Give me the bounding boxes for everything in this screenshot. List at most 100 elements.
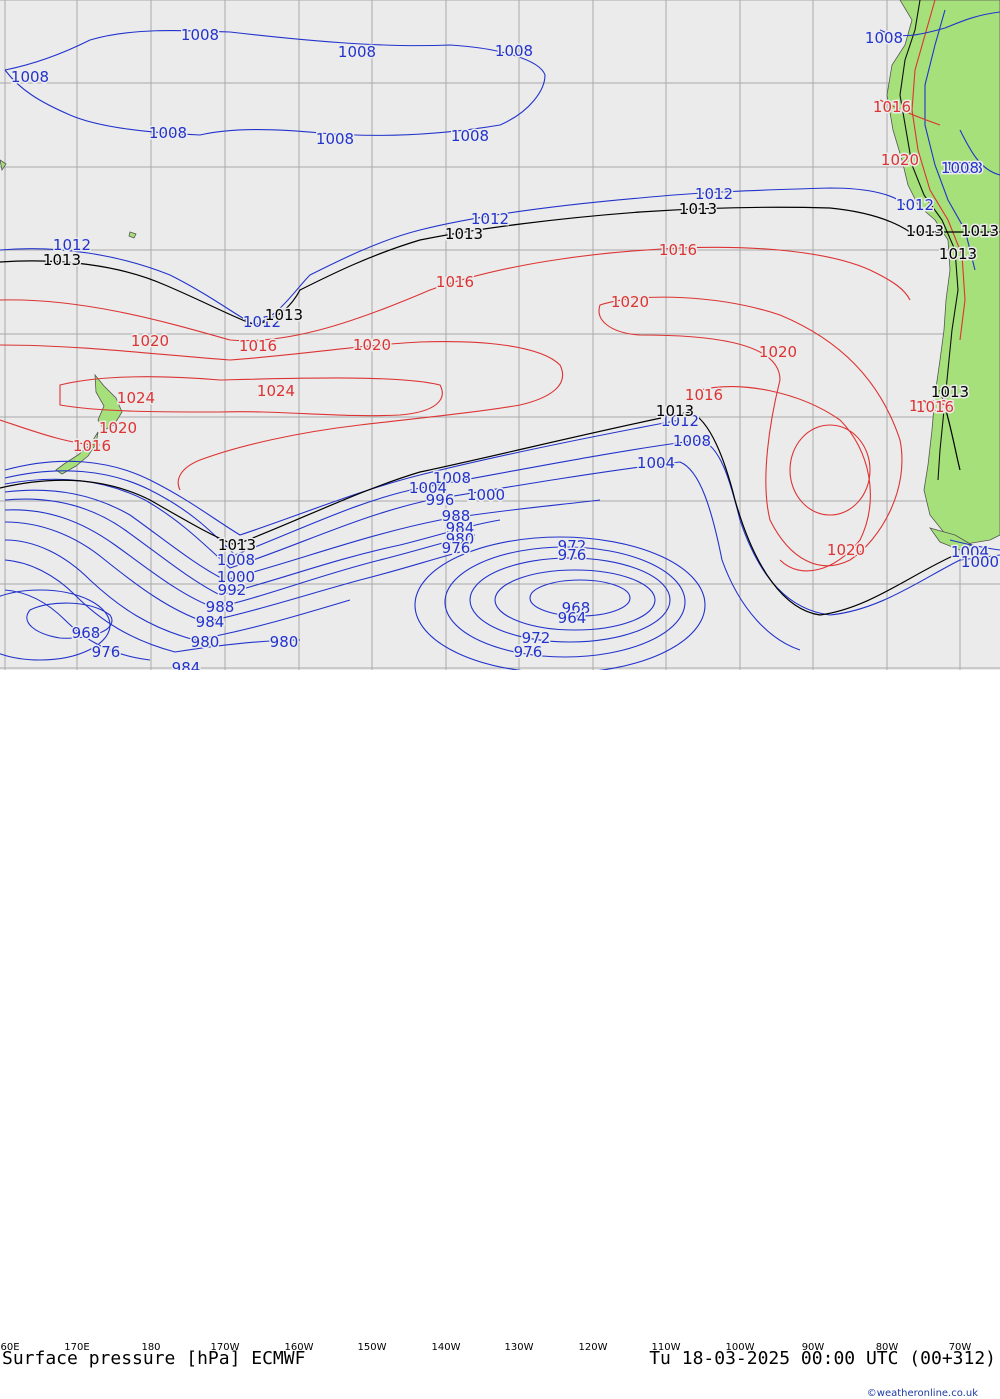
isobar-label-blue: 968 [562,599,591,617]
isobar-984 [4,539,351,641]
isobar-976-low-2 [414,536,706,670]
isobar-label-black: 1013 [445,225,483,243]
isobar-label-blue: 1008 [451,127,489,145]
isobar-label-blue: 1008 [338,43,376,61]
isobar-988 [4,521,461,623]
isobar-label-blue: 980 [191,633,220,651]
isobar-label-red: 1020 [827,541,865,559]
isobar-label-blue: 984 [446,519,475,537]
isobar-1016-main [0,246,911,342]
isobar-976 [4,589,151,661]
isobar-1013-coast [939,389,961,471]
new-zealand-south-island [55,431,99,475]
lon-tick-label: 120W [578,1342,608,1353]
isobar-label-blue: 976 [558,546,587,564]
isobar-992 [4,509,476,609]
high-pressure-isobars [0,99,941,572]
isobar-1016-sw [0,419,101,446]
isobar-960-low [529,579,631,617]
isobar-label-blue: 988 [442,507,471,525]
isobar-1024-high [789,424,871,516]
isobar-label-black: 1013 [931,383,969,401]
isobar-label-blue: 980 [270,633,299,651]
isobar-label-blue: 1008 [673,432,711,450]
isobar-label-blue: 996 [426,491,455,509]
isobar-label-blue: 968 [72,624,101,642]
isobar-972-low [0,589,111,661]
isobar-1020-east [598,296,903,567]
isobar-label-blue: 988 [206,598,235,616]
isobar-label-blue: 1008 [149,124,187,142]
island-2 [0,159,7,172]
isobar-label-black: 1013 [265,306,303,324]
isobar-label-blue: 1008 [495,42,533,60]
new-zealand-north-island [94,373,123,431]
isobar-label-blue: 992 [218,581,247,599]
reference-isobars [0,206,1000,616]
isobar-label-blue: 1012 [661,412,699,430]
isobar-label-blue: 1012 [471,210,509,228]
south-america-coast [886,0,1000,546]
isobar-label-red: 1024 [257,382,295,400]
isobar-label-red: 1016 [436,273,474,291]
isobar-label-blue: 1012 [695,185,733,203]
isobar-label-blue: 984 [196,613,225,631]
isobar-980 [4,559,301,653]
isobar-label-blue: 1012 [896,196,934,214]
isobar-1004 [4,461,801,651]
isobar-label-blue: 1000 [217,568,255,586]
pressure-map: 1008 1008 1008 1008 1008 1008 1008 1008 1012 1012… [0,0,1000,670]
isobar-label-black: 1013 [679,200,717,218]
credit-link[interactable]: ©weatheronline.co.uk [866,1388,978,1399]
isobar-label-blue: 1008 [945,159,983,177]
isobar-996 [4,498,501,596]
isobar-1000 [4,489,601,581]
isobar-label-black: 1013 [961,222,999,240]
isobar-label-blue: 1008 [11,68,49,86]
isobar-label-red: 1016 [916,398,954,416]
relief-lines [899,0,976,481]
isobar-972-low-2 [444,546,686,658]
lon-tick-label: 150W [357,1342,387,1353]
isobar-label-red: 1016 [239,337,277,355]
isobar-1013-north [0,206,1000,326]
isobar-1004-east [949,539,1000,551]
isobar-1012-main [0,187,906,326]
isobar-label-blue: 1008 [941,159,979,177]
isobar-label-blue: 1004 [409,479,447,497]
lon-tick-label: 130W [504,1342,534,1353]
isobar-label-blue: 1012 [53,236,91,254]
isobar-label-red: 1020 [611,293,649,311]
isobar-label-blue: 1004 [637,454,675,472]
landmasses [0,0,1000,551]
isobar-label-black: 1013 [656,402,694,420]
isobar-1008-east [959,129,1000,176]
isobar-label-red: 1020 [99,419,137,437]
isobar-1016-east [699,385,871,572]
isobar-label-red: 1016 [685,386,723,404]
isobar-label-red: 1020 [759,343,797,361]
isobar-label-blue: 1000 [961,553,999,571]
isobar-label-blue: 980 [446,530,475,548]
isobar-label-red: 1016 [909,397,947,415]
isobar-label-red: 1024 [117,389,155,407]
isobar-label-blue: 1008 [865,29,903,47]
isobar-1012-south [4,419,681,536]
isobar-label-blue: 1008 [433,469,471,487]
isobar-label-black: 1013 [906,222,944,240]
isobar-1016-andes [879,99,941,126]
isobar-label-blue: 964 [558,609,587,627]
isobar-label-blue: 1000 [467,486,505,504]
isobar-label-black: 1013 [939,245,977,263]
isobar-label-blue: 972 [558,537,587,555]
tierra-del-fuego [929,527,973,551]
isobar-label-red: 1020 [131,332,169,350]
lon-tick-label: 140W [431,1342,461,1353]
isobar-label-blue: 976 [442,539,471,557]
isobar-label-black: 1013 [43,251,81,269]
isobar-label-blue: 1004 [951,543,989,561]
isobar-1008-andes [879,11,1000,37]
isobar-label-blue: 976 [514,643,543,661]
isobar-label-red: 1016 [73,437,111,455]
